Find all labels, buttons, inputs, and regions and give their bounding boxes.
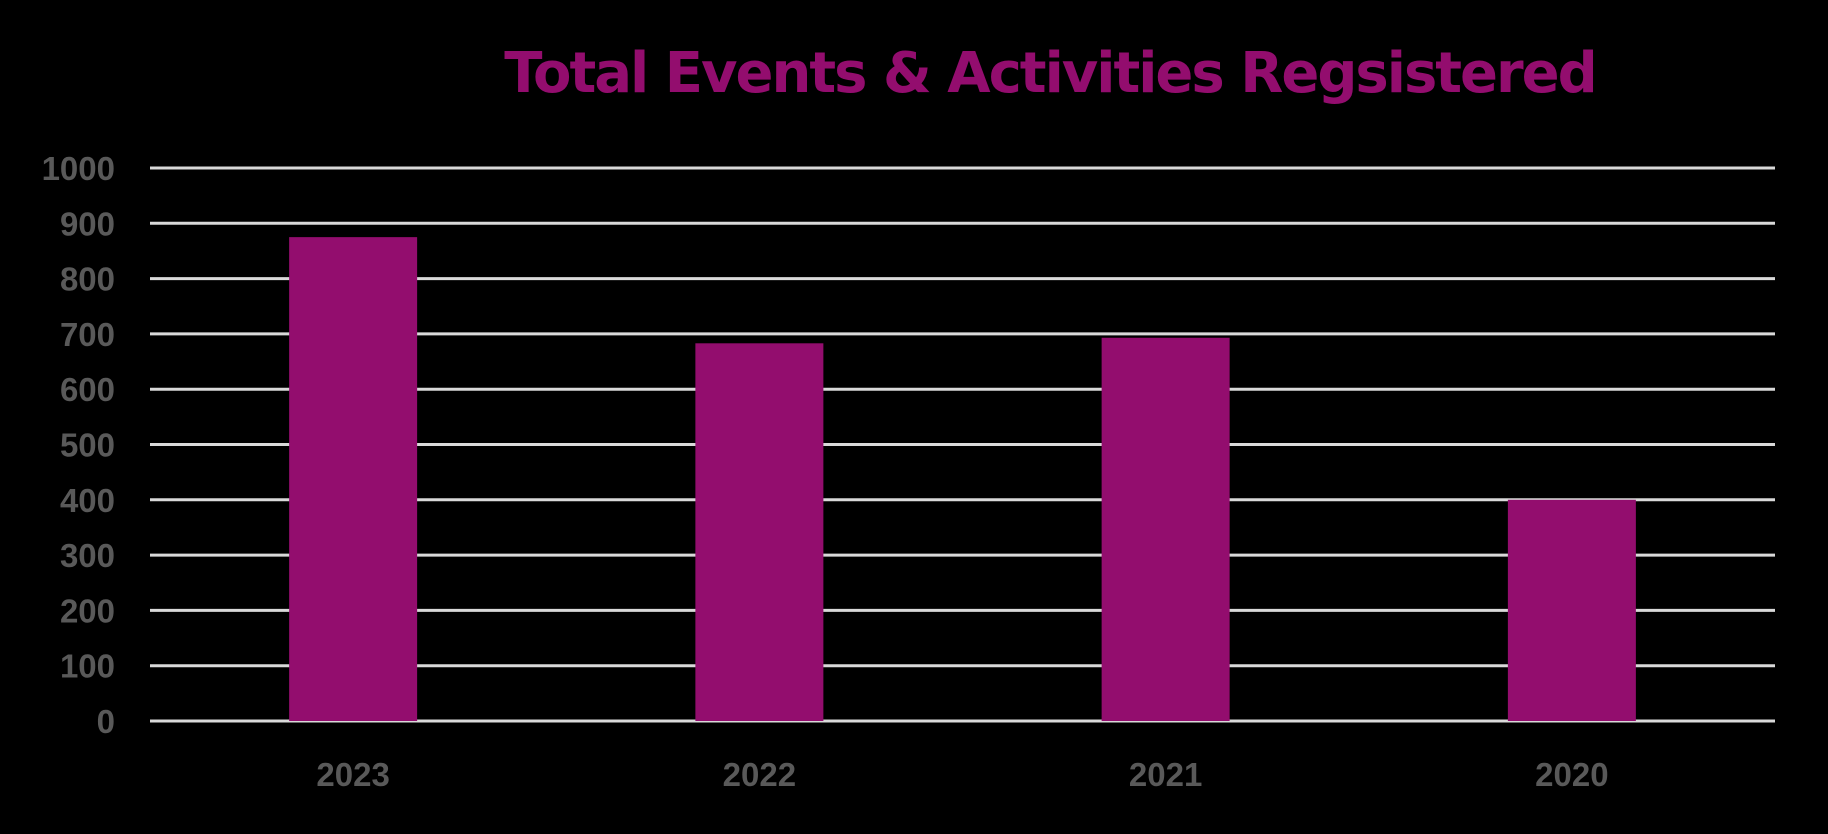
y-tick-label-500: 500 [60, 427, 115, 464]
chart-title: Total Events & Activities Regsistered [504, 41, 1595, 106]
y-tick-label-200: 200 [60, 592, 115, 629]
x-tick-label-2023: 2023 [316, 756, 389, 793]
y-tick-label-600: 600 [60, 371, 115, 408]
gridlines [150, 166, 1775, 723]
y-tick-label-1000: 1000 [42, 150, 115, 187]
bar-2021 [1101, 337, 1230, 721]
y-tick-label-400: 400 [60, 482, 115, 519]
bar-2022 [695, 343, 824, 721]
bar-2023 [289, 237, 418, 721]
y-tick-label-0: 0 [97, 703, 115, 740]
x-tick-label-2022: 2022 [723, 756, 796, 793]
y-tick-label-300: 300 [60, 537, 115, 574]
y-axis-tick-labels: 0 100 200 300 400 500 600 700 800 900 1000 [42, 150, 115, 740]
x-tick-label-2020: 2020 [1535, 756, 1608, 793]
y-tick-label-900: 900 [60, 205, 115, 242]
bars [289, 237, 1636, 721]
y-tick-label-100: 100 [60, 648, 115, 685]
y-tick-label-700: 700 [60, 316, 115, 353]
y-tick-label-800: 800 [60, 261, 115, 298]
bar-2020 [1507, 499, 1636, 721]
x-tick-label-2021: 2021 [1129, 756, 1202, 793]
x-axis-tick-labels: 2023 2022 2021 2020 [316, 756, 1608, 793]
